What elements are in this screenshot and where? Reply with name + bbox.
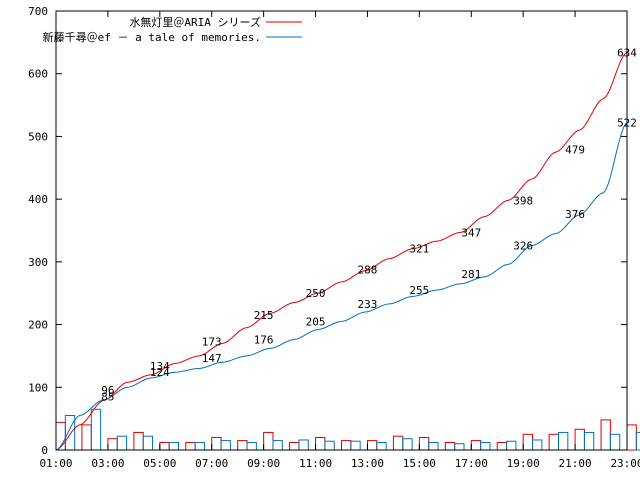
data-label: 85 (101, 391, 114, 404)
x-tick-label: 05:00 (143, 457, 176, 470)
y-tick-label: 600 (28, 68, 48, 81)
y-tick-label: 300 (28, 256, 48, 269)
bar-1 (635, 431, 640, 451)
data-label: 215 (254, 309, 274, 322)
data-label: 479 (565, 144, 585, 157)
x-tick-label: 09:00 (247, 457, 280, 470)
data-labels: 8513417321525028832134739847963496124147… (101, 46, 637, 403)
x-tick-label: 07:00 (195, 457, 228, 470)
data-label: 321 (409, 243, 429, 256)
plot-frame (55, 10, 628, 451)
x-tick-label: 01:00 (39, 457, 72, 470)
data-label: 250 (306, 287, 326, 300)
x-tick-label: 03:00 (91, 457, 124, 470)
x-tick-label: 15:00 (403, 457, 436, 470)
data-label: 376 (565, 208, 585, 221)
data-label: 205 (306, 315, 326, 328)
y-axis: 0 100 200 300 400 500 600 700 (28, 5, 627, 457)
y-tick-label: 0 (41, 444, 48, 457)
data-label: 134 (150, 360, 170, 373)
y-tick-label: 700 (28, 5, 48, 18)
data-label: 255 (409, 284, 429, 297)
data-label: 176 (254, 334, 274, 347)
x-tick-label: 19:00 (507, 457, 540, 470)
y-tick-label: 100 (28, 381, 48, 394)
series-line-0 (55, 51, 628, 451)
data-label: 326 (513, 240, 533, 253)
y-tick-label: 400 (28, 193, 48, 206)
x-axis: 01:00 03:00 05:00 07:00 09:00 11:00 13:00 15:00… (39, 11, 640, 470)
y-tick-label: 500 (28, 130, 48, 143)
data-label: 281 (461, 268, 481, 281)
y-tick-label: 200 (28, 319, 48, 332)
x-tick-label: 11:00 (299, 457, 332, 470)
x-tick-label: 17:00 (455, 457, 488, 470)
series-line-1 (55, 122, 628, 451)
data-label: 347 (461, 226, 481, 239)
data-label: 398 (513, 194, 533, 207)
data-label: 147 (202, 352, 222, 365)
data-label: 96 (101, 384, 114, 397)
legend-label: 水無灯里＠ARIA シリーズ (129, 15, 261, 29)
data-label: 173 (202, 336, 222, 349)
x-tick-label: 21:00 (559, 457, 592, 470)
data-label: 233 (358, 298, 378, 311)
legend-label: 新藤千尋＠ef － a tale of memories. (43, 30, 261, 44)
series-lines (55, 51, 628, 451)
x-tick-label: 23:00 (610, 457, 640, 470)
x-tick-label: 13:00 (351, 457, 384, 470)
data-label: 124 (150, 366, 170, 379)
data-label: 288 (358, 263, 378, 276)
